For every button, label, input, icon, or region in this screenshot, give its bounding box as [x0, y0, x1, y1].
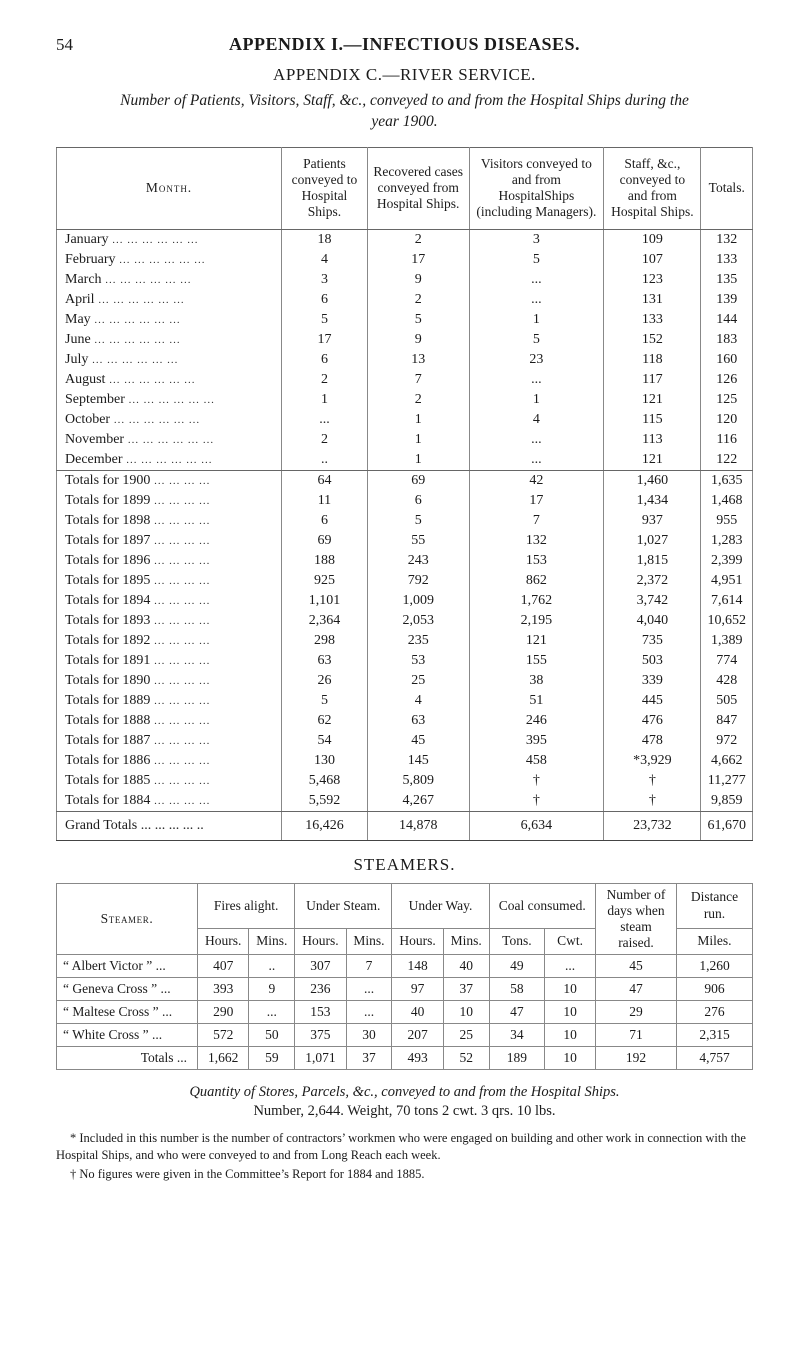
month-cell: October — [57, 410, 282, 430]
footnote-dagger: † No figures were given in the Committee… — [56, 1166, 753, 1183]
month-cell: July — [57, 350, 282, 370]
sh-coal: Coal consumed. — [489, 883, 595, 928]
grand-label: Grand Totals ... ... ... ... .. — [57, 811, 282, 840]
table-row: “ Geneva Cross ” ...3939236...9737581047… — [57, 978, 753, 1001]
month-cell: February — [57, 250, 282, 270]
footnote-star: * Included in this number is the number … — [56, 1130, 753, 1164]
table-row: Totals for 189769551321,0271,283 — [57, 531, 753, 551]
year-total-cell: Totals for 1898 — [57, 511, 282, 531]
year-total-cell: Totals for 1893 — [57, 611, 282, 631]
month-cell: April — [57, 290, 282, 310]
weight-line: Number, 2,644. Weight, 70 tons 2 cwt. 3 … — [56, 1103, 753, 1120]
table-row: Totals for 1898657937955 — [57, 511, 753, 531]
footnotes: * Included in this number is the number … — [56, 1130, 753, 1183]
year-total-cell: Totals for 1896 — [57, 551, 282, 571]
table-row: February4175107133 — [57, 250, 753, 270]
table-row: Totals for 18941,1011,0091,7623,7427,614 — [57, 591, 753, 611]
table-row: Totals for 18855,4685,809††11,277 — [57, 771, 753, 791]
sh-fires: Fires alight. — [198, 883, 295, 928]
sh-dist: Distance run. — [677, 883, 753, 928]
year-total-cell: Totals for 1886 — [57, 751, 282, 771]
year-total-cell: Totals for 1890 — [57, 671, 282, 691]
table-row: Totals for 18961882431531,8152,399 — [57, 551, 753, 571]
year-total-cell: Totals for 1888 — [57, 711, 282, 731]
year-total-cell: Totals for 1894 — [57, 591, 282, 611]
grand-total-row: Grand Totals ... ... ... ... .. 16,426 1… — [57, 811, 753, 840]
steamers-heading: STEAMERS. — [56, 855, 753, 875]
month-cell: September — [57, 390, 282, 410]
month-cell: November — [57, 430, 282, 450]
table-row: Totals for 1890262538339428 — [57, 671, 753, 691]
year-total-cell: Totals for 1884 — [57, 791, 282, 812]
subtitle: APPENDIX C.—RIVER SERVICE. — [56, 65, 753, 85]
month-cell: May — [57, 310, 282, 330]
patients-table: Month. Patients conveyed to Hospital Shi… — [56, 147, 753, 841]
table-row: November21...113116 — [57, 430, 753, 450]
table-row: Totals for 18959257928622,3724,951 — [57, 571, 753, 591]
month-cell: January — [57, 229, 282, 250]
year-total-cell: Totals for 1899 — [57, 491, 282, 511]
table-row: December..1...121122 — [57, 450, 753, 471]
year-total-cell: Totals for 1885 — [57, 771, 282, 791]
sh-under-steam: Under Steam. — [295, 883, 392, 928]
page-title: APPENDIX I.—INFECTIOUS DISEASES. — [96, 34, 713, 55]
table-row: “ Maltese Cross ” ...290...153...4010471… — [57, 1001, 753, 1024]
year-total-cell: Totals for 1900 — [57, 470, 282, 491]
col-recovered: Recovered cases conveyed from Hospital S… — [367, 147, 469, 229]
quantity-line: Quantity of Stores, Parcels, &c., convey… — [56, 1084, 753, 1101]
table-row: Totals for 1899116171,4341,468 — [57, 491, 753, 511]
table-row: Totals for 18895451445505 — [57, 691, 753, 711]
sh-under-way: Under Way. — [392, 883, 489, 928]
intro-text: Number of Patients, Visitors, Staff, &c.… — [116, 91, 693, 133]
col-visitors: Visitors conveyed to and from HospitalSh… — [469, 147, 604, 229]
sh-steamer: Steamer. — [57, 883, 198, 955]
table-row: Totals for 18922982351217351,389 — [57, 631, 753, 651]
table-row: Totals for 19006469421,4601,635 — [57, 470, 753, 491]
table-row: “ White Cross ” ...572503753020725341071… — [57, 1024, 753, 1047]
year-total-cell: Totals for 1887 — [57, 731, 282, 751]
steam-total-row: Totals ... 1,662 59 1,071 37 493 52 189 … — [57, 1047, 753, 1070]
table-row: March39...123135 — [57, 270, 753, 290]
table-row: April62...131139 — [57, 290, 753, 310]
table-row: January1823109132 — [57, 229, 753, 250]
table-row: Totals for 18875445395478972 — [57, 731, 753, 751]
table-row: July61323118160 — [57, 350, 753, 370]
steamers-table: Steamer. Fires alight. Under Steam. Unde… — [56, 883, 753, 1071]
month-cell: June — [57, 330, 282, 350]
table-row: June1795152183 — [57, 330, 753, 350]
table-row: October...14115120 — [57, 410, 753, 430]
table-row: “ Albert Victor ” ...407..30771484049...… — [57, 955, 753, 978]
col-month: Month. — [57, 147, 282, 229]
month-cell: March — [57, 270, 282, 290]
table-row: Totals for 18932,3642,0532,1954,04010,65… — [57, 611, 753, 631]
year-total-cell: Totals for 1892 — [57, 631, 282, 651]
month-cell: August — [57, 370, 282, 390]
table-row: Totals for 18886263246476847 — [57, 711, 753, 731]
table-row: Totals for 1886130145458*3,9294,662 — [57, 751, 753, 771]
year-total-cell: Totals for 1891 — [57, 651, 282, 671]
col-totals: Totals. — [701, 147, 753, 229]
table-row: Totals for 18916353155503774 — [57, 651, 753, 671]
table-row: August27...117126 — [57, 370, 753, 390]
page-number: 54 — [56, 35, 96, 55]
col-staff: Staff, &c., conveyed to and from Hospita… — [604, 147, 701, 229]
year-total-cell: Totals for 1889 — [57, 691, 282, 711]
month-cell: December — [57, 450, 282, 471]
col-patients: Patients conveyed to Hospital Ships. — [282, 147, 368, 229]
table-row: May551133144 — [57, 310, 753, 330]
year-total-cell: Totals for 1897 — [57, 531, 282, 551]
table-row: Totals for 18845,5924,267††9,859 — [57, 791, 753, 812]
year-total-cell: Totals for 1895 — [57, 571, 282, 591]
table-row: September121121125 — [57, 390, 753, 410]
sh-days: Number of days when steam raised. — [596, 883, 677, 955]
